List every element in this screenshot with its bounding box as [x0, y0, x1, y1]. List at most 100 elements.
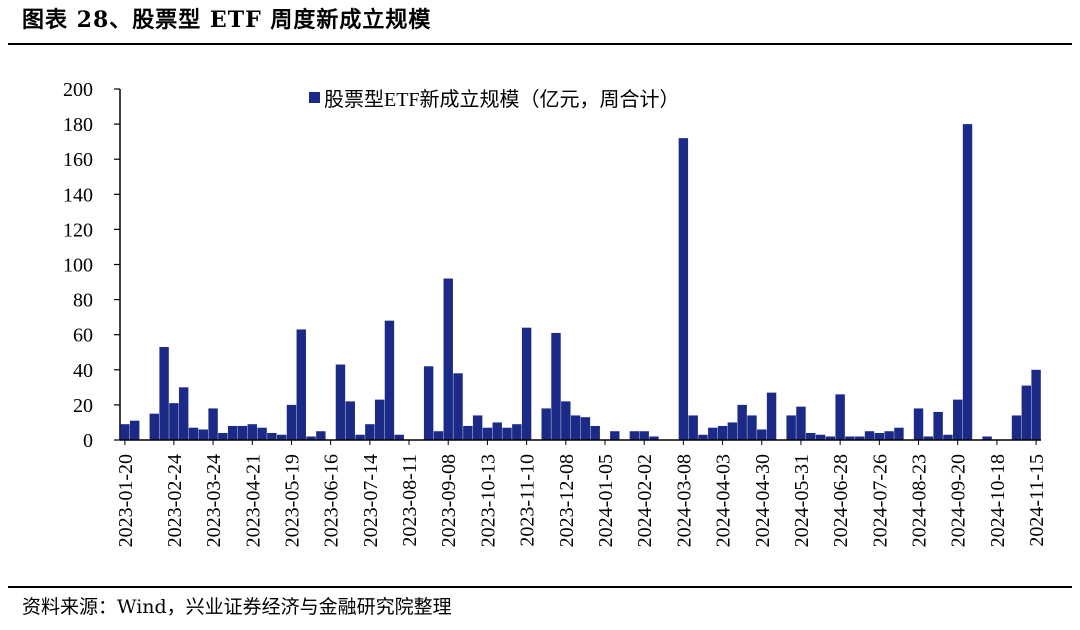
bar: [551, 332, 561, 440]
legend-swatch: [309, 92, 320, 103]
x-tick-label: 2023-06-16: [321, 454, 343, 547]
x-tick-label: 2023-04-21: [242, 454, 264, 547]
x-tick-label: 2024-05-31: [791, 454, 813, 547]
bar: [953, 399, 963, 440]
bar: [708, 427, 718, 440]
bar: [482, 427, 493, 440]
y-tick-label: 20: [73, 395, 93, 417]
bar: [129, 420, 140, 440]
bar: [286, 404, 297, 440]
bar: [453, 373, 463, 440]
bar: [894, 427, 904, 440]
bar: [923, 436, 934, 440]
bar: [355, 434, 365, 440]
bar: [492, 422, 502, 440]
bar: [306, 436, 316, 440]
y-tick-label: 160: [63, 149, 93, 171]
x-tick-label: 2023-03-24: [203, 454, 225, 547]
bar: [825, 436, 836, 440]
x-tick-label: 2023-08-11: [399, 454, 421, 547]
bar: [855, 436, 865, 440]
y-axis: 0 20 40 60 80 100 120 140 160 180 200: [63, 79, 121, 452]
bar: [688, 415, 698, 440]
y-tick-label: 60: [73, 325, 93, 347]
bar: [120, 424, 130, 440]
legend: 股票型ETF新成立规模（亿元，周合计）: [309, 88, 680, 111]
bar: [423, 366, 434, 440]
bar: [580, 417, 591, 440]
bar: [649, 436, 659, 440]
bar: [443, 278, 453, 440]
x-tick-label: 2024-02-02: [634, 454, 656, 547]
bar: [590, 425, 600, 440]
bar: [845, 436, 855, 440]
x-tick-label: 2024-06-28: [830, 454, 852, 547]
bar: [178, 387, 189, 440]
y-tick-label: 120: [63, 219, 93, 241]
x-tick-label: 2024-01-05: [595, 454, 617, 547]
bar: [433, 431, 444, 440]
legend-label: 股票型ETF新成立规模（亿元，周合计）: [324, 88, 680, 111]
bar: [1031, 369, 1041, 440]
bar: [316, 431, 326, 440]
x-tick-label: 2023-09-08: [438, 454, 460, 547]
bar: [806, 432, 816, 440]
bar: [962, 124, 973, 440]
x-tick-label: 2023-10-13: [477, 454, 499, 547]
x-tick-label: 2024-04-03: [713, 454, 735, 547]
bar: [864, 431, 875, 440]
bar: [218, 432, 228, 440]
bar: [188, 427, 199, 440]
bar: [257, 427, 267, 440]
bar: [815, 434, 826, 440]
bar: [512, 424, 522, 440]
x-tick-label: 2023-05-19: [282, 454, 304, 547]
bar: [541, 408, 551, 440]
bar: [247, 424, 257, 440]
bar: [296, 329, 306, 440]
bar: [267, 432, 277, 440]
bar: [629, 431, 640, 440]
bar: [747, 415, 757, 440]
y-tick-label: 40: [73, 360, 93, 382]
bar: [335, 364, 346, 440]
bar: [943, 434, 953, 440]
bar: [149, 413, 159, 440]
bar: [933, 411, 943, 440]
x-tick-label: 2024-09-20: [948, 454, 970, 547]
y-tick-label: 0: [83, 430, 93, 452]
x-tick-label: 2024-08-23: [909, 454, 931, 547]
x-tick-label: 2024-11-15: [1026, 454, 1048, 547]
bar: [521, 327, 532, 440]
x-tick-label: 2023-07-14: [360, 454, 382, 547]
x-tick-label: 2023-12-08: [556, 454, 578, 547]
bars: [120, 124, 1041, 440]
bar: [345, 401, 355, 440]
bar: [561, 401, 571, 440]
bar: [570, 415, 581, 440]
bar: [1021, 385, 1032, 440]
bar: [698, 434, 708, 440]
bar: [472, 415, 483, 440]
bar: [835, 394, 845, 440]
bar: [678, 138, 689, 440]
top-rule: [8, 43, 1072, 45]
y-tick-label: 140: [63, 184, 93, 206]
figure-title: 图表 28、股票型 ETF 周度新成立规模: [22, 7, 432, 33]
y-tick-label: 100: [63, 255, 93, 277]
x-tick-label: 2023-11-10: [517, 454, 539, 547]
bar: [610, 431, 620, 440]
bar: [169, 403, 179, 440]
y-tick-label: 80: [73, 290, 93, 312]
bar: [227, 425, 238, 440]
bar: [913, 408, 924, 440]
x-tick-label: 2024-07-26: [869, 454, 891, 547]
bar: [786, 415, 796, 440]
bar: [276, 434, 287, 440]
y-tick-label: 180: [63, 114, 93, 136]
bar: [737, 404, 747, 440]
bar: [727, 422, 738, 440]
bar: [502, 427, 512, 440]
x-tick-label: 2024-04-30: [752, 454, 774, 547]
